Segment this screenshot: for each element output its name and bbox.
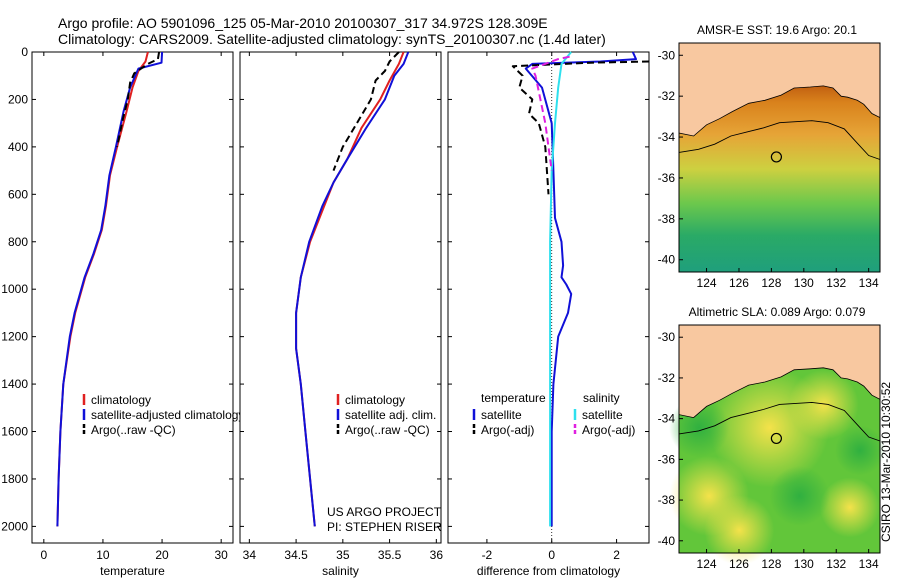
salinity-panel: 34 34.5 35 35.5 36 salinity climatologysatelli… [239,51,444,578]
x-tick-label: 2 [613,548,620,562]
series-line [524,51,637,527]
argo-position-marker [770,432,783,445]
legend-heading: salinity [583,391,620,405]
x-tick-label: 35 [336,548,350,562]
series-line [511,60,650,195]
x-tick-label: 128 [761,276,781,290]
annotation-text: US ARGO PROJECT [327,505,442,519]
legend-entry: climatology [345,393,405,407]
legend-entry: satellite [481,408,522,422]
y-tick-label: -40 [658,534,676,548]
land-mask [678,324,881,419]
figure-title-line1: Argo profile: AO 5901096_125 05-Mar-2010… [58,15,548,31]
y-tick-label: 2000 [1,519,28,533]
y-tick-label: 1400 [1,377,28,391]
legend-entry: Argo(..raw -QC) [345,423,430,437]
series-line [332,51,400,171]
sla-anomaly [834,425,885,476]
difference-panel: -2 0 2 difference from climatology temperatu… [447,51,650,578]
x-tick-label: 130 [794,557,814,571]
land-mask [678,42,881,137]
plot-frame [239,51,442,544]
sla-map-panel: Altimetric SLA: 0.089 Argo: 0.079 124 126… [658,305,885,571]
y-tick-label: -30 [658,330,676,344]
x-tick-label: 132 [826,276,846,290]
series-line [116,51,161,148]
sla-anomaly [769,466,830,526]
side-stamp: CSIRO 13-Mar-2010 10:30:52 [879,382,893,542]
y-tick-label: -32 [658,371,676,385]
y-tick-label: -36 [658,171,676,185]
y-tick-label: 1200 [1,330,28,344]
sla-anomaly [788,369,859,440]
y-tick-label: 0 [21,45,28,59]
legend-entry: climatology [91,393,151,407]
y-tick-label: 1000 [1,282,28,296]
x-tick-label: 124 [697,557,717,571]
sla-map-title: Altimetric SLA: 0.089 Argo: 0.079 [689,305,866,319]
x-axis-label: difference from climatology [477,564,620,578]
x-tick-label: 124 [697,276,717,290]
plot-frame [31,51,234,544]
y-tick-label: -40 [658,253,676,267]
legend-entry: satellite adj. clim. [345,408,436,422]
temperature-panel: 0 10 20 30 temperature 0 200 400 600 800 1000 1200 1… [1,45,244,578]
y-tick-label: 1800 [1,472,28,486]
legend-entry: Argo(..raw -QC) [91,423,176,437]
y-tick-label: 400 [8,140,28,154]
x-tick-label: 0 [40,548,47,562]
sla-anomaly [704,495,775,566]
y-tick-label: -30 [658,48,676,62]
y-tick-label: 600 [8,187,28,201]
series-line [56,51,164,527]
x-tick-label: 35.5 [378,548,402,562]
x-axis-label: temperature [100,564,165,578]
x-tick-label: 30 [214,548,228,562]
series-line [531,55,570,171]
argo-position-marker [770,151,783,163]
x-tick-label: 134 [859,276,879,290]
x-tick-label: 130 [794,276,814,290]
x-tick-label: 132 [826,557,846,571]
x-tick-label: -2 [482,548,493,562]
y-tick-label: -38 [658,212,676,226]
sst-map-panel: AMSR-E SST: 19.6 Argo: 20.1 124 126 128 130… [658,23,881,290]
sla-anomaly [819,477,880,538]
y-tick-label: 1600 [1,425,28,439]
contour-line [678,120,881,160]
x-tick-label: 126 [729,557,749,571]
sst-map-title: AMSR-E SST: 19.6 Argo: 20.1 [697,23,857,37]
x-tick-label: 0 [548,548,555,562]
y-tick-label: 800 [8,235,28,249]
plot-frame [447,51,650,544]
map-frame [678,324,881,554]
legend-entry: satellite [582,408,623,422]
x-tick-label: 20 [155,548,169,562]
x-tick-label: 34 [243,548,257,562]
contour-line [678,401,881,442]
y-tick-label: -36 [658,452,676,466]
legend-entry: Argo(-adj) [481,423,534,437]
x-tick-label: 36 [430,548,444,562]
y-tick-label: -32 [658,89,676,103]
series-line [295,51,410,527]
y-tick-label: -34 [658,412,676,426]
x-tick-label: 126 [729,276,749,290]
y-tick-label: -38 [658,493,676,507]
x-tick-label: 34.5 [284,548,308,562]
y-tick-label: 200 [8,92,28,106]
x-tick-label: 134 [859,557,879,571]
map-frame [678,42,881,273]
annotation-text: PI: STEPHEN RISER [327,520,442,534]
x-axis-label: salinity [322,564,359,578]
legend-heading: temperature [481,391,546,405]
x-tick-label: 128 [761,557,781,571]
figure-title-line2: Climatology: CARS2009. Satellite-adjuste… [58,31,606,47]
y-tick-label: -34 [658,130,676,144]
x-tick-label: 10 [96,548,110,562]
legend-entry: Argo(-adj) [582,423,635,437]
legend-entry: satellite-adjusted climatology [91,408,244,422]
